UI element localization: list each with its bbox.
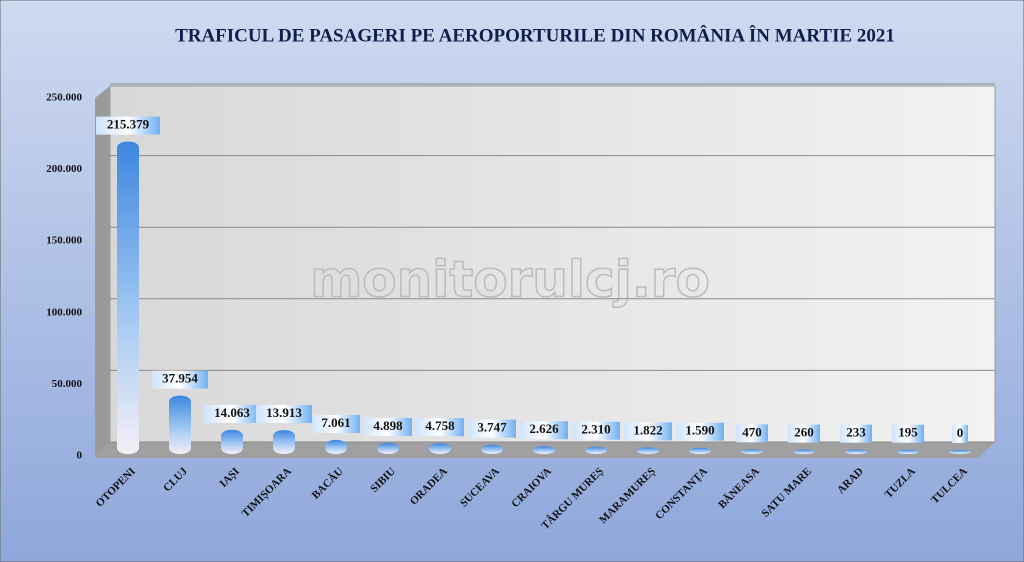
bar (793, 449, 815, 454)
y-tick-label: 50.000 (52, 378, 83, 390)
side-wall (95, 86, 110, 456)
chart-title: TRAFICUL DE PASAGERI PE AEROPORTURILE DI… (175, 24, 895, 46)
value-label-box (624, 422, 672, 441)
value-label: 2.626 (529, 421, 559, 436)
bar (221, 429, 243, 454)
bar (325, 439, 347, 454)
bar (377, 442, 399, 454)
value-label-box (256, 405, 312, 424)
value-label-box (840, 424, 872, 443)
value-label-box (952, 425, 968, 443)
watermark: monitorulcj.ro (310, 251, 710, 309)
value-label: 7.061 (321, 415, 350, 430)
value-label-box (364, 417, 412, 436)
back-wall (109, 85, 996, 443)
bar (585, 446, 607, 454)
value-label: 1.822 (633, 422, 662, 437)
bar (169, 395, 191, 454)
value-label: 1.590 (685, 423, 714, 438)
value-label: 470 (742, 424, 762, 439)
value-label-box (204, 404, 260, 423)
bar (429, 443, 451, 454)
bar (689, 447, 711, 454)
value-label: 0 (957, 425, 964, 440)
y-tick-label: 150.000 (46, 235, 82, 247)
bar (949, 450, 971, 454)
bar (897, 449, 919, 454)
value-label-box (788, 424, 820, 443)
value-label: 260 (794, 425, 814, 440)
value-label-box (152, 370, 208, 389)
bar (481, 444, 503, 454)
value-label: 4.898 (373, 418, 403, 433)
value-label-box (892, 424, 924, 443)
value-label-box (736, 424, 768, 443)
value-label-box (468, 419, 516, 438)
bar (117, 141, 139, 454)
value-label-box (96, 116, 160, 135)
value-label: 2.310 (581, 422, 610, 437)
value-label: 195 (898, 425, 918, 440)
value-label-box (520, 421, 568, 440)
value-label: 13.913 (266, 405, 302, 420)
bar (273, 430, 295, 454)
value-label: 215.379 (107, 117, 150, 132)
y-tick-label: 0 (77, 450, 83, 462)
value-label: 37.954 (162, 371, 198, 386)
value-label-box (312, 414, 360, 433)
y-tick-label: 200.000 (46, 163, 82, 175)
value-label: 3.747 (477, 420, 507, 435)
value-label: 14.063 (214, 405, 250, 420)
bar (533, 446, 555, 454)
bar (637, 447, 659, 454)
value-label: 4.758 (425, 418, 455, 433)
value-label-box (416, 418, 464, 437)
value-label: 233 (846, 425, 866, 440)
value-label-box (676, 422, 724, 441)
y-tick-label: 250.000 (46, 92, 82, 104)
value-label-box (572, 421, 620, 440)
bar (845, 449, 867, 454)
y-tick-label: 100.000 (46, 306, 82, 318)
bar (741, 449, 763, 454)
